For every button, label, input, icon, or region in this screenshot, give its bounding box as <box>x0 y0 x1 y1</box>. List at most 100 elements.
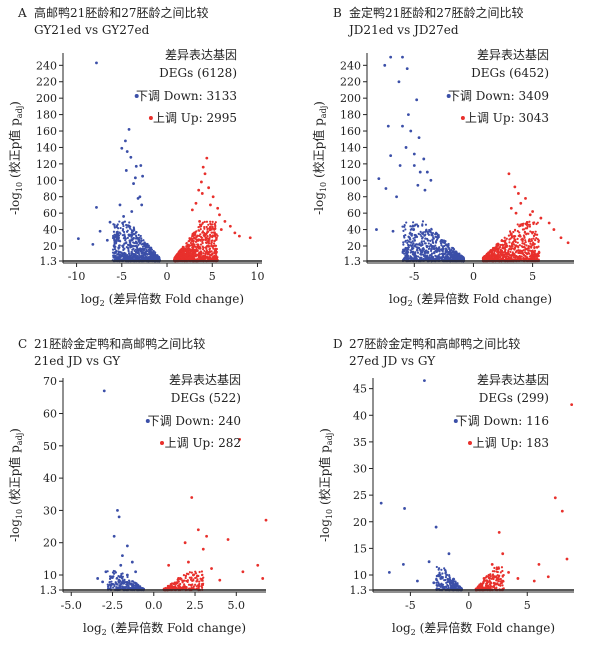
up-point <box>209 220 212 223</box>
x-tick-label: 10 <box>250 270 264 283</box>
down-point <box>456 583 459 586</box>
up-point <box>511 252 514 255</box>
y-tick-label: 120 <box>36 158 57 171</box>
down-point <box>437 234 440 237</box>
down-point <box>140 247 143 251</box>
up-point <box>205 534 208 538</box>
up-point <box>496 578 500 581</box>
down-point <box>444 251 447 254</box>
down-point <box>408 232 411 235</box>
y-tick-label: 20 <box>43 537 57 550</box>
up-point <box>565 557 569 561</box>
panel-letter: D <box>333 337 343 351</box>
up-point <box>508 247 511 251</box>
down-point <box>140 252 143 255</box>
down-point <box>131 245 134 248</box>
down-point <box>403 252 406 255</box>
legend-title: 差异表达基因 <box>477 48 549 62</box>
down-point <box>424 229 428 232</box>
down-point <box>122 246 125 249</box>
down-point <box>128 239 131 242</box>
down-point <box>438 571 441 574</box>
up-point <box>182 251 185 254</box>
up-point <box>214 250 217 253</box>
up-point <box>524 251 527 254</box>
up-point <box>203 172 207 176</box>
up-point <box>532 234 536 237</box>
up-point <box>535 237 538 240</box>
up-point <box>546 575 550 579</box>
up-point <box>188 248 191 251</box>
down-point <box>406 258 410 261</box>
down-point <box>443 240 446 243</box>
up-point <box>518 249 522 252</box>
up-point <box>536 253 540 256</box>
up-point <box>207 223 210 226</box>
up-point <box>248 236 252 240</box>
up-point <box>223 219 227 223</box>
down-point <box>141 245 145 248</box>
down-point <box>413 245 416 248</box>
up-point <box>182 574 186 577</box>
down-point <box>423 188 427 192</box>
up-point <box>497 256 500 259</box>
down-point <box>419 230 422 233</box>
down-point <box>412 257 415 260</box>
up-point <box>532 241 535 244</box>
down-point <box>411 244 414 247</box>
up-point <box>504 245 507 248</box>
up-point <box>188 571 191 574</box>
up-point <box>534 230 537 233</box>
legend-title: 差异表达基因 <box>169 373 241 387</box>
down-point <box>404 246 407 250</box>
up-point <box>203 225 206 229</box>
down-point <box>151 252 155 255</box>
down-point <box>427 560 431 564</box>
up-point <box>194 201 198 205</box>
down-point <box>131 248 134 251</box>
legend-entry: 下调 Down: 240 <box>148 414 241 428</box>
up-point <box>202 576 205 579</box>
y-tick-label: 30 <box>353 463 367 476</box>
up-point <box>173 581 176 584</box>
up-point <box>205 245 208 248</box>
down-point <box>130 235 133 238</box>
up-point <box>509 237 512 240</box>
down-point <box>427 251 430 254</box>
down-point <box>132 232 135 236</box>
up-point <box>482 580 485 583</box>
down-point <box>426 245 429 248</box>
up-point <box>175 254 179 257</box>
down-point <box>117 515 121 519</box>
y-tick-label: 70 <box>43 375 57 388</box>
up-point <box>488 250 491 253</box>
down-point <box>121 554 124 558</box>
down-point <box>415 235 419 239</box>
down-point <box>148 251 151 254</box>
down-point <box>424 242 427 245</box>
up-point <box>534 233 537 236</box>
up-point <box>189 237 193 240</box>
y-tick-label: 160 <box>340 125 361 138</box>
down-point <box>123 233 126 236</box>
up-point <box>532 256 535 259</box>
up-point <box>533 246 536 249</box>
up-point <box>559 236 563 240</box>
up-point <box>201 573 204 576</box>
down-point <box>401 124 404 128</box>
down-point <box>142 239 145 242</box>
up-point <box>208 236 211 239</box>
up-point <box>241 570 245 574</box>
down-point <box>144 245 148 248</box>
up-point <box>210 243 213 247</box>
down-point <box>127 233 130 236</box>
up-point <box>197 584 200 587</box>
panel-subtitle: 27ed JD vs GY <box>349 354 436 368</box>
legend-entry: 上调 Up: 183 <box>473 436 549 450</box>
y-tick-label: 35 <box>353 436 367 449</box>
down-point <box>118 244 121 247</box>
down-point <box>435 255 438 258</box>
down-point <box>458 254 462 257</box>
up-point <box>203 227 206 230</box>
